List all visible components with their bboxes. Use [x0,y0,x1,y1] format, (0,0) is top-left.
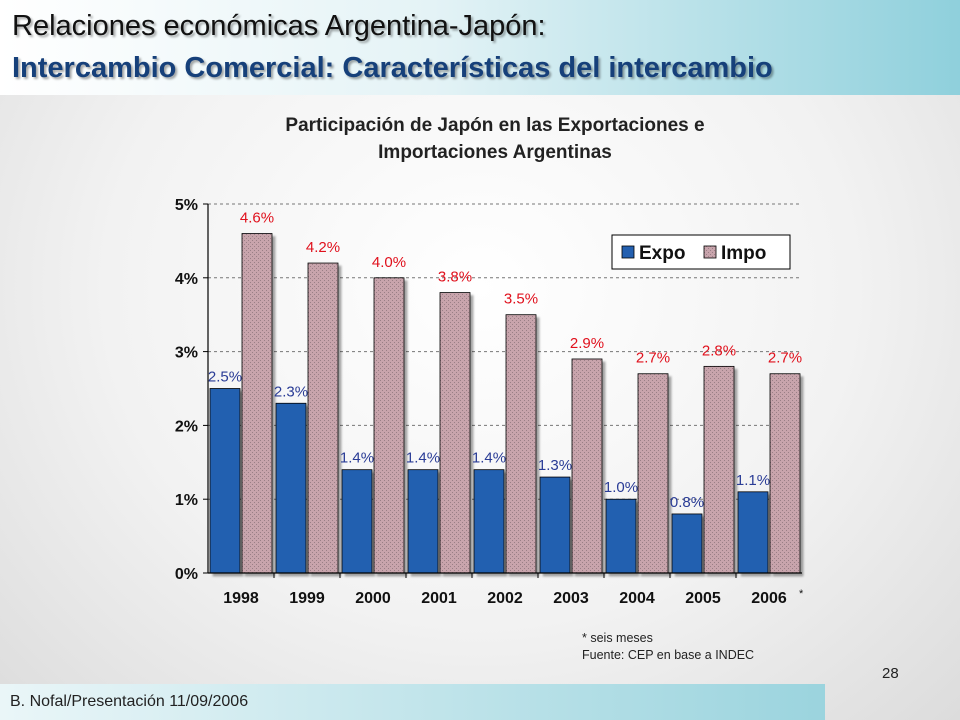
data-label-expo: 2.3% [274,383,308,400]
chart-notes: * seis meses Fuente: CEP en base a INDEC [582,630,754,664]
x-tick-label: 2005 [685,590,721,607]
data-label-impo: 2.7% [636,350,670,367]
bar-impo [439,292,471,574]
data-label-expo: 1.3% [538,457,572,474]
legend-box [611,234,791,270]
chart-title: Participación de Japón en las Exportacio… [190,112,800,166]
slide-header: Relaciones económicas Argentina-Japón: I… [0,0,960,95]
bar-impo [307,262,339,574]
bar-impo [373,277,405,574]
y-tick-label: 5% [175,197,198,214]
bar-expo [605,498,637,574]
bar-expo [209,388,241,574]
bar-impo [505,314,537,574]
bar-expo [539,476,571,574]
footer-text: B. Nofal/Presentación 11/09/2006 [10,693,249,710]
chart-title-line1: Participación de Japón en las Exportacio… [285,115,705,136]
note-text: * seis meses [582,631,653,645]
bar-expo [737,491,769,574]
bar-impo [571,358,603,574]
bar-impo [637,373,669,574]
slide-subtitle: Intercambio Comercial: Características d… [12,52,773,84]
data-label-impo: 3.8% [438,269,472,286]
x-tick-label: 2001 [421,590,457,607]
bar-expo [671,513,703,574]
data-label-impo: 2.7% [768,350,802,367]
bar-expo [407,469,439,574]
bar-expo [275,402,307,574]
data-label-impo: 4.2% [306,239,340,256]
bar-expo [341,469,373,574]
x-tick-label: 2006 [751,590,787,607]
bar-impo [769,373,801,574]
chart-title-line2: Importaciones Argentinas [378,142,612,163]
data-label-impo: 2.9% [570,335,604,352]
bar-expo [473,469,505,574]
y-tick-label: 0% [175,566,198,583]
y-tick-label: 1% [175,492,198,509]
data-label-impo: 4.6% [240,210,274,227]
source-text: Fuente: CEP en base a INDEC [582,648,755,662]
page-number: 28 [882,665,899,682]
x-tick-label: 2003 [553,590,589,607]
data-label-impo: 4.0% [372,254,406,271]
data-label-expo: 2.5% [208,369,242,386]
data-label-expo: 0.8% [670,494,704,511]
data-label-expo: 1.4% [472,450,506,467]
x-tick-label-asterisk: * [799,588,804,600]
x-tick-label: 1998 [223,590,259,607]
y-tick-label: 4% [175,271,198,288]
data-label-impo: 2.8% [702,342,736,359]
x-tick-label: 2002 [487,590,523,607]
slide-title: Relaciones económicas Argentina-Japón: [12,10,546,42]
data-label-impo: 3.5% [504,291,538,308]
bar-impo [703,365,735,574]
x-tick-label: 2000 [355,590,391,607]
bar-impo [241,233,273,574]
data-label-expo: 1.4% [406,450,440,467]
data-label-expo: 1.4% [340,450,374,467]
y-tick-label: 3% [175,345,198,362]
data-label-expo: 1.1% [736,472,770,489]
legend-label-impo: Impo [721,243,766,264]
x-tick-label: 2004 [619,590,655,607]
y-tick-label: 2% [175,418,198,435]
slide-footer: B. Nofal/Presentación 11/09/2006 [0,684,825,720]
legend-swatch-impo [703,245,717,259]
legend-swatch-expo [621,245,635,259]
data-label-expo: 1.0% [604,479,638,496]
x-tick-label: 1999 [289,590,325,607]
legend-label-expo: Expo [639,243,685,264]
